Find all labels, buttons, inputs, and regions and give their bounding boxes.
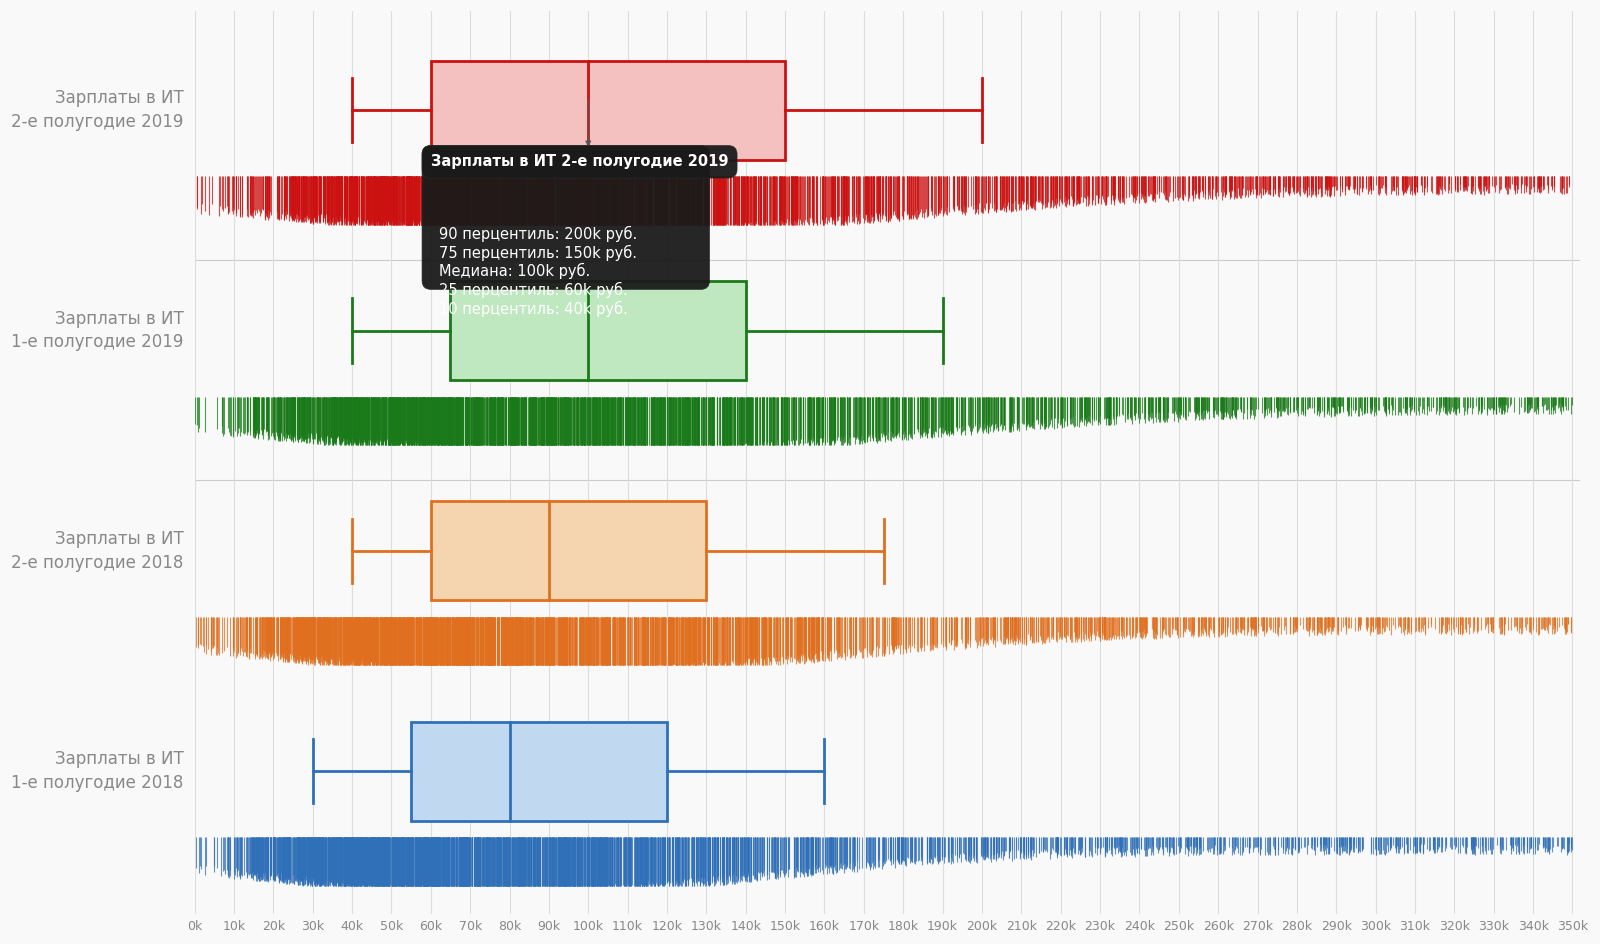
- Bar: [411, 721, 667, 820]
- Text: Зарплаты в ИТ 2-е полугодие 2019: Зарплаты в ИТ 2-е полугодие 2019: [430, 154, 728, 169]
- Bar: [451, 281, 746, 380]
- Text: 90 перцентиль: 200k руб.
75 перцентиль: 150k руб.
Медиана: 100k руб.
25 перценти: 90 перцентиль: 200k руб. 75 перцентиль: …: [438, 226, 637, 317]
- Bar: [430, 60, 786, 160]
- Text: Зарплаты в ИТ 2-е полугодие 2019

90 перцентиль: 200k руб.
75 перцентиль: 150k р: Зарплаты в ИТ 2-е полугодие 2019 90 перц…: [430, 154, 701, 280]
- Bar: [430, 501, 706, 600]
